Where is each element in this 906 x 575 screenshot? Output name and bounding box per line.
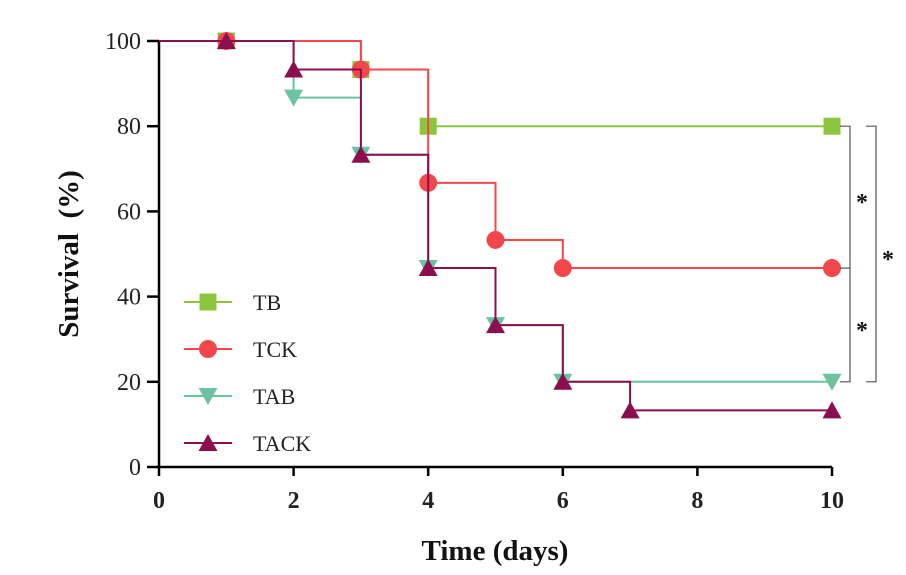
- data-point-tab: [822, 373, 842, 391]
- y-tick-label: 20: [117, 370, 141, 396]
- significance-brackets: * * *: [840, 125, 894, 383]
- data-point-tack: [284, 60, 304, 78]
- x-tick-label: 0: [153, 488, 165, 514]
- data-point-tack: [486, 316, 505, 334]
- significance-label: *: [856, 190, 868, 216]
- data-point-tack: [351, 145, 371, 163]
- series-tack: [159, 32, 842, 419]
- x-tick-label: 6: [557, 488, 569, 514]
- y-tick-label: 40: [117, 285, 141, 311]
- y-tick-label: 100: [105, 29, 141, 55]
- legend-label-tab: TAB: [253, 384, 295, 409]
- data-point-tab: [284, 89, 304, 107]
- legend-item-tck: TCK: [184, 337, 297, 362]
- legend-marker-tb: [199, 293, 217, 311]
- data-point-tck: [823, 259, 841, 278]
- legend-label-tck: TCK: [253, 337, 297, 362]
- significance-bracket: [840, 125, 851, 269]
- legend-marker-tack: [198, 434, 218, 451]
- significance-label: *: [856, 318, 868, 344]
- legend-marker-tck: [199, 340, 217, 358]
- data-point-tck: [486, 230, 505, 249]
- legend-item-tack: TACK: [184, 431, 311, 456]
- data-point-tack: [216, 32, 236, 49]
- x-tick-label: 10: [820, 488, 844, 514]
- data-point-tb: [823, 117, 841, 135]
- series-tck: [159, 32, 841, 278]
- y-tick-label: 80: [117, 114, 141, 140]
- legend-item-tb: TB: [184, 290, 281, 315]
- legend: TB TCK TAB TACK: [184, 290, 311, 456]
- significance-label: *: [882, 247, 894, 273]
- series-line-tb: [159, 40, 832, 128]
- significance-bracket: [840, 267, 851, 383]
- y-tick-label: 60: [117, 199, 141, 225]
- legend-marker-tab: [198, 388, 218, 405]
- significance-bracket: [866, 125, 877, 383]
- data-point-tack: [418, 259, 438, 277]
- legend-item-tab: TAB: [184, 384, 295, 409]
- legend-label-tack: TACK: [253, 431, 311, 456]
- legend-label-tb: TB: [253, 290, 281, 315]
- data-point-tack: [822, 401, 842, 419]
- data-point-tck: [553, 259, 572, 278]
- series-tb: [159, 32, 841, 135]
- y-axis-title: Survival (%): [53, 170, 85, 338]
- data-point-tack: [620, 401, 640, 419]
- series-layer: [159, 32, 842, 419]
- x-axis-title: Time (days): [422, 535, 569, 567]
- y-tick-label: 0: [129, 455, 141, 481]
- data-point-tack: [553, 372, 573, 390]
- x-tick-label: 8: [691, 488, 703, 514]
- x-tick-label: 4: [422, 488, 434, 514]
- x-tick-label: 2: [288, 488, 300, 514]
